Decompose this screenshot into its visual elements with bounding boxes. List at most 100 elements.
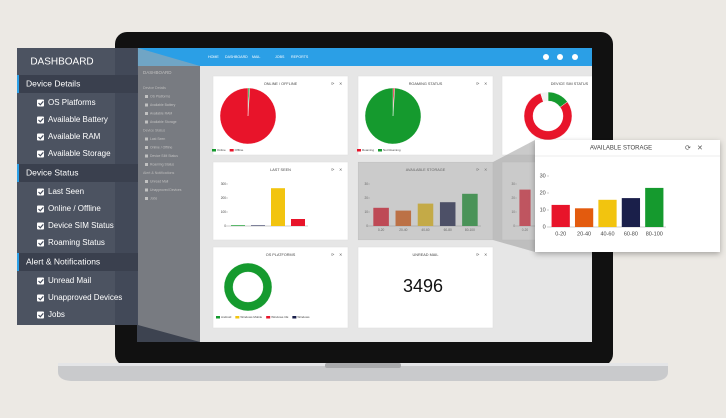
x-tick-label: 80-100: [465, 228, 475, 232]
y-tick-label: 30: [540, 173, 546, 179]
x-tick-label: 20-40: [577, 232, 591, 238]
tile-close: ✕: [339, 252, 342, 257]
bar: [645, 187, 664, 227]
tile-refresh: ⟳: [476, 167, 480, 172]
x-tick-label: 40-60: [421, 228, 429, 232]
nav-link[interactable]: MAIL: [252, 55, 260, 59]
y-tick-label: 100: [221, 210, 227, 214]
menu-check-tick: [38, 101, 44, 106]
legend-label: Windows: [297, 315, 310, 319]
menu-item[interactable]: Available Battery: [48, 115, 108, 124]
bar: [621, 198, 641, 227]
nav-link[interactable]: REPORTS: [291, 55, 309, 59]
menu-check-tick: [38, 135, 44, 140]
tile-close: ✕: [484, 167, 487, 172]
popup-refresh[interactable]: ⟳: [685, 145, 691, 152]
bar: [395, 210, 412, 226]
bar: [439, 202, 456, 226]
menu-section-accent: [17, 253, 19, 271]
tile: ONLINE / OFFLINE ⟳ ✕ Online Offline: [212, 75, 349, 156]
tile-close: ✕: [339, 81, 342, 86]
tile-title: DEVICE SIM STATUS: [551, 82, 589, 86]
y-tick-label: 10: [365, 210, 369, 214]
pie-slice: [523, 92, 573, 141]
menu-check: [37, 99, 44, 107]
bar: [417, 203, 434, 226]
legend-swatch: [229, 149, 234, 152]
x-tick-label: 20-40: [399, 228, 407, 232]
legend-swatch: [212, 149, 216, 152]
popup-bg: [535, 140, 720, 252]
bar: [291, 219, 305, 226]
tile-close: ✕: [339, 167, 342, 172]
tile-title: AVAILABLE STORAGE: [406, 168, 446, 172]
menu-item[interactable]: OS Platforms: [48, 98, 96, 107]
bar: [373, 207, 389, 226]
popup-close[interactable]: ✕: [697, 145, 703, 152]
nav-link[interactable]: DASHBOARD: [225, 55, 248, 59]
menu-item[interactable]: Last Seen: [48, 187, 84, 196]
y-tick-label: 300: [221, 182, 227, 186]
menu-check: [37, 311, 44, 319]
menu-item[interactable]: Jobs: [48, 310, 65, 319]
x-tick-label: 0-20: [378, 228, 385, 232]
menu-item[interactable]: Online / Offline: [48, 204, 101, 213]
menu-item[interactable]: Unapproved Devices: [48, 293, 122, 302]
legend-label: Windows Mobile: [240, 315, 262, 319]
legend-swatch: [357, 149, 361, 152]
nav-link[interactable]: JOBS: [275, 55, 285, 59]
legend-label: Not Roaming: [383, 148, 401, 152]
menu-section-accent: [17, 75, 19, 93]
menu-check: [37, 277, 44, 285]
menu-section[interactable]: Alert & Notifications: [26, 256, 100, 266]
menu-item[interactable]: Unread Mail: [48, 276, 91, 285]
unread-count: 3496: [403, 276, 443, 296]
legend-swatch: [216, 316, 220, 319]
settings-icon[interactable]: [572, 54, 578, 60]
legend-swatch: [266, 316, 271, 319]
popup-connector: [493, 140, 535, 252]
legend-label: Online: [217, 148, 226, 152]
menu-item[interactable]: Device SIM Status: [48, 221, 114, 230]
menu-check: [37, 222, 44, 230]
menu-section[interactable]: Device Details: [26, 78, 80, 88]
tile-dim: [358, 162, 493, 240]
y-tick-label: 0: [366, 224, 368, 228]
y-tick-label: 0: [543, 224, 546, 230]
legend-label: Android: [221, 315, 232, 319]
tile: ROAMING STATUS ⟳ ✕ Roaming Not Roaming: [357, 75, 494, 156]
bar: [574, 208, 594, 227]
top-bar: [200, 48, 592, 66]
menu-title: DASHBOARD: [30, 57, 93, 68]
menu-item[interactable]: Available Storage: [48, 149, 111, 158]
help-icon[interactable]: [557, 54, 563, 60]
laptop-base: [58, 364, 668, 381]
menu-check-tick: [38, 190, 44, 195]
tile-title: ROAMING STATUS: [409, 82, 443, 86]
menu-check: [37, 116, 44, 124]
menu-check-tick: [38, 313, 44, 318]
pie-slice: [364, 87, 422, 145]
nav-link[interactable]: HOME: [208, 55, 219, 59]
pie-slice: [223, 262, 273, 312]
phone-icon[interactable]: [543, 54, 549, 60]
menu-section[interactable]: Device Status: [26, 167, 78, 177]
menu-item[interactable]: Roaming Status: [48, 238, 105, 247]
x-tick-label: 40-60: [600, 232, 614, 238]
bar: [251, 225, 265, 226]
y-tick-label: 10: [540, 207, 546, 213]
menu-check: [37, 239, 44, 247]
popup: AVAILABLE STORAGE ⟳ ✕ 0 10 20 30 0-20 20-40 40-60…: [535, 140, 720, 252]
menu-check: [37, 205, 44, 213]
menu-item[interactable]: Available RAM: [48, 132, 101, 141]
menu-check-tick: [38, 224, 44, 229]
legend-swatch: [292, 316, 297, 319]
menu-check: [37, 188, 44, 196]
legend-label: Roaming: [362, 148, 374, 152]
menu-check-tick: [38, 207, 44, 212]
x-tick-label: 60-80: [624, 232, 638, 238]
bar: [231, 225, 245, 226]
legend-label: Offline: [235, 148, 244, 152]
